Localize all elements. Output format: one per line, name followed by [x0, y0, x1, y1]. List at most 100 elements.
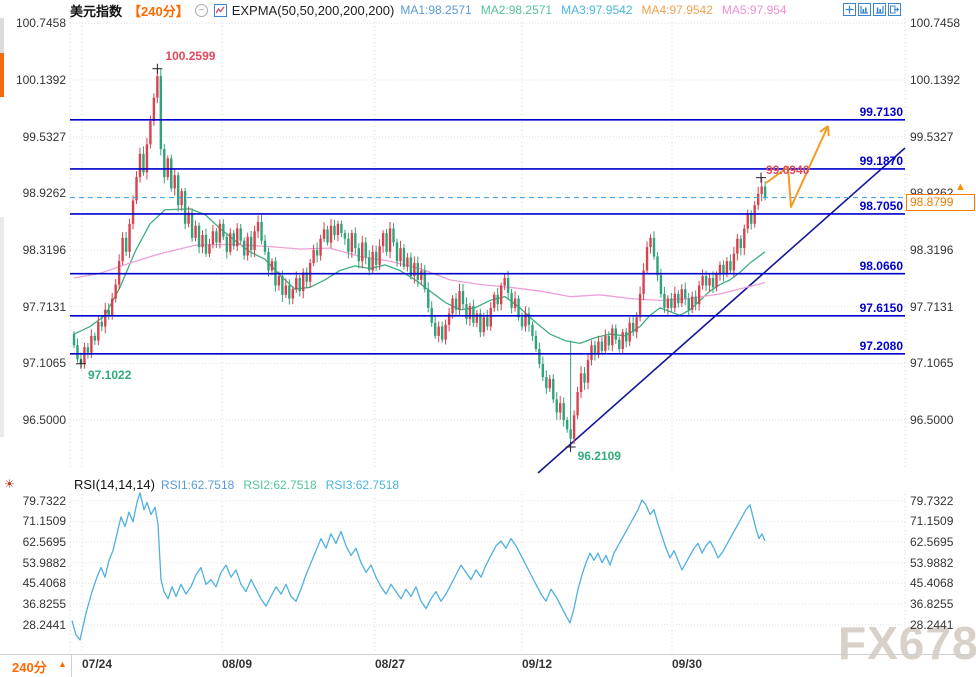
forecast-arrow-drawing [765, 125, 829, 208]
candle-body [746, 214, 749, 229]
candle-body [215, 231, 218, 243]
candle-body [406, 257, 409, 267]
candle-body [607, 335, 611, 346]
candlestick-series [72, 68, 767, 448]
candle-body [531, 324, 534, 336]
candle-body [621, 332, 624, 349]
candle-body [201, 235, 204, 248]
candle-body [510, 292, 513, 308]
trendline-drawing [537, 147, 906, 474]
candle-body [232, 233, 235, 247]
settings-sun-icon[interactable]: ☀ [4, 477, 15, 491]
candle-body [625, 332, 628, 342]
candle-body [687, 298, 690, 310]
candle-body [218, 223, 222, 243]
candle-body [475, 313, 479, 323]
candle-body [489, 307, 492, 327]
candle-body [156, 76, 159, 98]
candle-body [176, 175, 180, 206]
candle-body [677, 293, 680, 304]
left-scrollbar-thumb[interactable] [0, 53, 4, 97]
current-price-tag: 98.8799 [906, 194, 975, 211]
chart-type-icon[interactable] [213, 3, 227, 17]
ma-value: MA3:97.9542 [561, 3, 633, 17]
candle-body [513, 298, 517, 308]
fit-scale-right-icon[interactable] [873, 3, 886, 16]
candle-body [131, 200, 135, 224]
collapse-panel-icon[interactable] [888, 3, 901, 16]
candle-body [347, 238, 350, 252]
candle-body [263, 240, 267, 252]
candle-body [354, 233, 357, 249]
candle-body [187, 212, 190, 224]
candle-body [208, 244, 211, 254]
candle-body [194, 225, 197, 238]
candle-body [760, 186, 763, 194]
pan-crosshair-icon[interactable] [843, 3, 856, 16]
watermark: FX678 [838, 617, 976, 669]
candle-body [690, 296, 694, 310]
candle-body [229, 233, 232, 252]
candle-body [732, 253, 736, 271]
candle-body [312, 249, 315, 264]
candle-body [708, 277, 711, 286]
candle-body [743, 228, 746, 249]
chart-toolbar [843, 3, 901, 16]
timeframe-selector[interactable]: 240分 [12, 660, 47, 675]
candle-body [399, 248, 402, 262]
candle-body [253, 231, 256, 250]
ma-value: MA4:97.9542 [641, 3, 713, 17]
candle-body [555, 399, 558, 413]
candle-body [569, 429, 572, 439]
left-scrollbar-track[interactable] [0, 18, 4, 53]
candle-body [437, 326, 440, 336]
candle-body [697, 285, 701, 305]
candle-body [145, 144, 149, 173]
candle-body [642, 270, 645, 294]
candle-body [93, 335, 97, 341]
candle-body [152, 97, 156, 122]
candle-body [315, 249, 319, 256]
candle-body [725, 261, 729, 275]
rsi-value: RSI1:62.7518 [160, 477, 235, 492]
candle-body [541, 363, 545, 378]
candle-body [718, 264, 722, 275]
minus-circle-icon[interactable]: − [194, 3, 208, 17]
candle-body [454, 298, 458, 310]
candle-body [559, 403, 562, 413]
candle-body [486, 317, 489, 327]
candle-body [656, 256, 659, 276]
candle-body [395, 242, 399, 262]
candle-body [715, 274, 718, 288]
period-label[interactable]: 【240分】 [128, 3, 189, 19]
left-scrollbar-lower[interactable] [0, 217, 4, 437]
candle-body [499, 285, 503, 305]
candle-body [336, 223, 340, 236]
candle-body [333, 225, 336, 236]
candle-body [472, 306, 475, 323]
candle-body [468, 306, 472, 320]
candle-body [371, 251, 374, 271]
fit-scale-left-icon[interactable] [858, 3, 871, 16]
candle-body [517, 298, 520, 318]
candle-body [361, 242, 364, 262]
ma-value: MA2:98.2571 [480, 3, 553, 17]
candle-body [288, 285, 291, 299]
candle-body [270, 261, 274, 271]
timeframe-arrow-icon[interactable]: ▲ [58, 659, 67, 669]
candle-body [496, 294, 499, 305]
ma-values: MA1:98.2571 MA2:98.2571 MA3:97.9542 MA4:97.… [400, 3, 795, 17]
candle-body [548, 378, 552, 389]
candle-body [173, 175, 176, 189]
candle-body [458, 291, 461, 310]
rsi-header: RSI(14,14,14) RSI1:62.7518 RSI2:62.7518 RS… [74, 477, 408, 492]
candle-body [329, 225, 333, 243]
candle-body [402, 248, 406, 267]
candle-body [159, 76, 163, 150]
candle-body [277, 276, 281, 286]
candle-body [249, 236, 253, 250]
candle-body [128, 223, 131, 252]
candle-body [97, 321, 100, 341]
